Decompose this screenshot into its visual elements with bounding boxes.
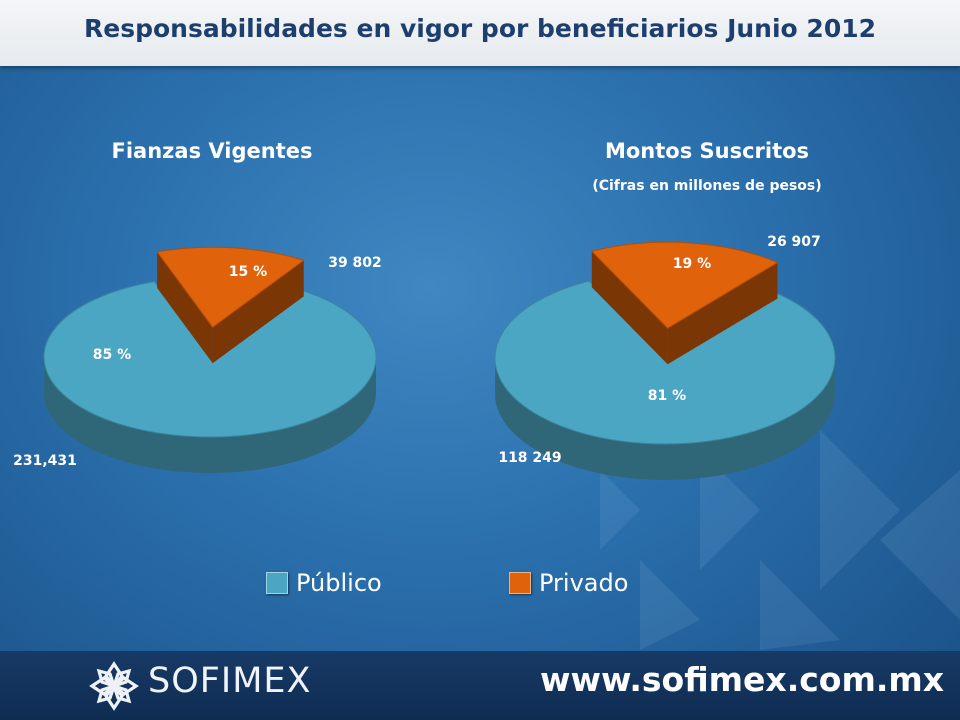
watermark-pattern bbox=[600, 430, 960, 650]
value-label-publico: 231,431 bbox=[13, 453, 77, 469]
slice-wall bbox=[591, 251, 668, 365]
pie-slice-publico bbox=[494, 280, 836, 480]
pie-slice-privado bbox=[590, 241, 779, 365]
slice-wall bbox=[667, 262, 778, 365]
legend-swatch-publico bbox=[266, 572, 288, 594]
slice-top bbox=[156, 246, 305, 328]
slice-rim bbox=[44, 358, 376, 473]
title-bar: Responsabilidades en vigor por beneficia… bbox=[0, 0, 960, 66]
percent-label-publico: 81 % bbox=[648, 388, 686, 404]
chart-title: Fianzas Vigentes bbox=[112, 139, 313, 163]
pie-chart-1: Fianzas Vigentes 85 % 231,431 15 % 39 802 bbox=[13, 139, 382, 473]
pie-slice-privado bbox=[156, 246, 305, 364]
website-link[interactable]: www.sofimex.com.mx bbox=[540, 660, 945, 699]
legend-swatch-privado bbox=[509, 572, 531, 594]
value-label-publico: 118 249 bbox=[498, 450, 561, 466]
slice-top bbox=[590, 241, 779, 329]
legend-item-privado: Privado bbox=[509, 566, 628, 600]
footer-bar bbox=[0, 651, 960, 720]
value-label-privado: 26 907 bbox=[767, 234, 821, 250]
slice-rim bbox=[495, 360, 835, 480]
slice-wall bbox=[157, 251, 213, 364]
chart-title: Montos Suscritos bbox=[605, 139, 809, 163]
logo-wordmark: SOFIMEX bbox=[148, 661, 312, 701]
legend-label-publico: Público bbox=[296, 569, 382, 597]
sofimex-logo-icon bbox=[89, 661, 139, 711]
slice-top bbox=[494, 280, 836, 445]
percent-label-publico: 85 % bbox=[93, 347, 131, 363]
page-title: Responsabilidades en vigor por beneficia… bbox=[83, 14, 877, 43]
pie-chart-2: Montos Suscritos (Cifras en millones de p… bbox=[494, 139, 836, 480]
legend-item-publico: Público bbox=[266, 566, 382, 600]
legend-label-privado: Privado bbox=[539, 569, 629, 597]
slice-wall bbox=[212, 260, 304, 364]
percent-label-privado: 15 % bbox=[229, 264, 267, 280]
percent-label-privado: 19 % bbox=[673, 256, 711, 272]
value-label-privado: 39 802 bbox=[328, 255, 382, 271]
chart-subtitle: (Cifras en millones de pesos) bbox=[592, 178, 821, 194]
